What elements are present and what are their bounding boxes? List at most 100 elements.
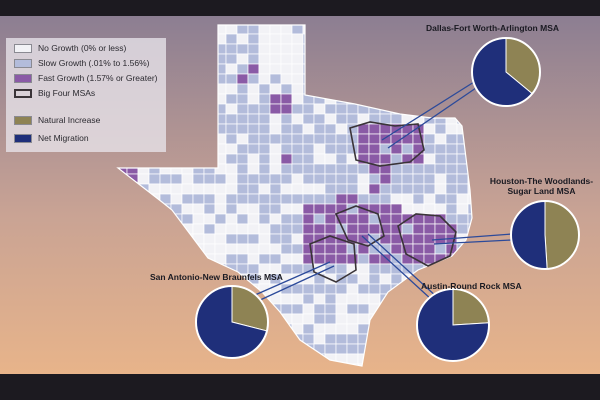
county-cell (137, 173, 150, 185)
county-cell (357, 253, 370, 265)
county-cell (258, 123, 271, 135)
county-cell (203, 173, 216, 185)
county-cell (203, 243, 216, 255)
county-cell (236, 63, 249, 75)
county-cell (247, 93, 260, 105)
county-cell (324, 153, 337, 165)
county-cell (357, 233, 370, 245)
county-cell (269, 153, 282, 165)
county-cell (379, 203, 392, 215)
county-cell (401, 223, 414, 235)
county-cell (269, 213, 282, 225)
county-cell (192, 213, 205, 225)
county-cell (247, 193, 260, 205)
county-cell (423, 243, 436, 255)
county-cell (291, 73, 304, 85)
county-cell (247, 73, 260, 85)
county-cell (214, 173, 227, 185)
county-cell (291, 143, 304, 155)
county-cell (280, 203, 293, 215)
county-cell (225, 143, 238, 155)
county-cell (247, 143, 260, 155)
county-cell (302, 193, 315, 205)
county-cell (412, 233, 425, 245)
county-cell (280, 143, 293, 155)
pie-houston (510, 200, 580, 270)
county-cell (324, 243, 337, 255)
county-cell (291, 153, 304, 165)
county-cell (379, 183, 392, 195)
county-cell (324, 203, 337, 215)
county-cell (291, 313, 304, 325)
county-cell (368, 173, 381, 185)
county-cell (434, 203, 447, 215)
county-cell (280, 153, 293, 165)
county-cell (203, 233, 216, 245)
county-cell (236, 103, 249, 115)
county-cell (335, 193, 348, 205)
county-cell (357, 143, 370, 155)
county-cell (379, 213, 392, 225)
legend-item-no-growth: No Growth (0% or less) (14, 43, 126, 53)
county-cell (368, 253, 381, 265)
county-cell (280, 183, 293, 195)
county-cell (247, 33, 260, 45)
county-cell (335, 163, 348, 175)
county-cell (280, 173, 293, 185)
pie-border-sanantonio (195, 285, 269, 359)
county-cell (203, 193, 216, 205)
county-cell (346, 353, 359, 365)
county-cell (291, 33, 304, 45)
county-cell (269, 133, 282, 145)
county-cell (324, 143, 337, 155)
county-cell (258, 233, 271, 245)
legend-label-net-migration: Net Migration (38, 133, 89, 143)
county-cell (269, 113, 282, 125)
county-cell (445, 183, 458, 195)
county-cell (335, 123, 348, 135)
county-cell (225, 253, 238, 265)
county-cell (280, 83, 293, 95)
leader-line-dallas-2 (387, 87, 477, 149)
county-cell (313, 303, 326, 315)
county-cell (280, 163, 293, 175)
leader-line-dallas (381, 81, 475, 141)
county-cell (302, 163, 315, 175)
skyline-band (0, 374, 600, 400)
county-cell (313, 113, 326, 125)
county-cell (346, 303, 359, 315)
county-cell (423, 203, 436, 215)
county-cell (236, 223, 249, 235)
county-cell (434, 183, 447, 195)
county-cell (324, 283, 337, 295)
county-cell (148, 173, 161, 185)
msa-outline-austin (334, 205, 385, 247)
county-cell (324, 213, 337, 225)
county-cell (291, 213, 304, 225)
county-cell (313, 323, 326, 335)
county-cell (302, 143, 315, 155)
county-cell (401, 163, 414, 175)
county-cell (236, 73, 249, 85)
county-cell (423, 163, 436, 175)
county-cell (225, 233, 238, 245)
county-cell (214, 233, 227, 245)
county-cell (280, 103, 293, 115)
county-cell (379, 243, 392, 255)
county-cell (346, 173, 359, 185)
county-cell (445, 193, 458, 205)
county-cell (335, 143, 348, 155)
county-cell (291, 193, 304, 205)
msa-outline-houston (397, 213, 457, 267)
county-cell (368, 143, 381, 155)
county-cell (368, 223, 381, 235)
county-cell (247, 173, 260, 185)
leader-line-houston-2 (433, 239, 513, 245)
county-cell (236, 173, 249, 185)
county-cell (335, 343, 348, 355)
county-cell (236, 113, 249, 125)
county-cell (456, 173, 469, 185)
county-cell (225, 53, 238, 65)
county-cell (258, 93, 271, 105)
county-cell (236, 43, 249, 55)
